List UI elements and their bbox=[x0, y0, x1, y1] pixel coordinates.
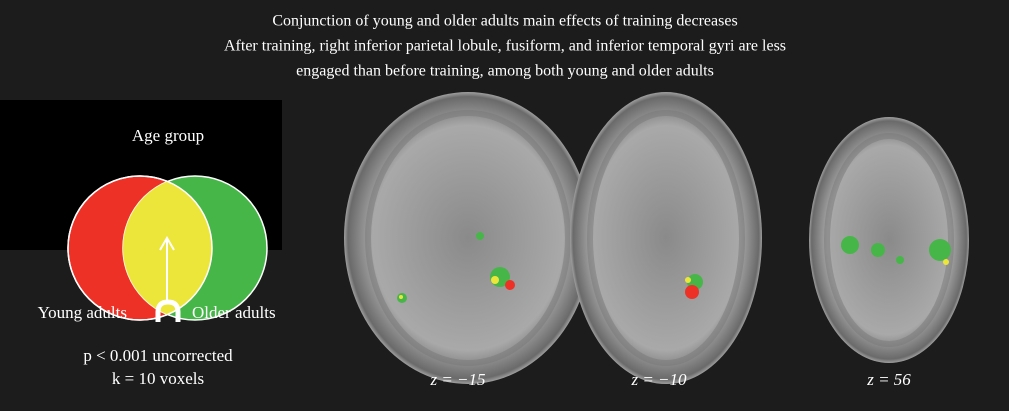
threshold: p < 0.001 uncorrected bbox=[83, 346, 233, 365]
brain-slice bbox=[570, 92, 762, 384]
intersection-symbol bbox=[155, 299, 181, 322]
older-label: Older adults bbox=[192, 303, 276, 322]
legend-heading: Age group bbox=[132, 126, 204, 145]
venn-overlap bbox=[123, 176, 212, 320]
slice-label: z = −10 bbox=[630, 370, 687, 389]
young-label: Young adults bbox=[38, 303, 127, 322]
brain-slice bbox=[344, 92, 592, 384]
brain-slice bbox=[809, 117, 969, 363]
slice-label: z = −15 bbox=[429, 370, 485, 389]
venn-outline bbox=[67, 175, 213, 321]
arrow-head bbox=[159, 236, 175, 251]
title-line: engaged than before training, among both… bbox=[296, 63, 714, 80]
title-line: Conjunction of young and older adults ma… bbox=[272, 13, 737, 30]
slice-label: z = 56 bbox=[866, 370, 911, 389]
title-line: After training, right inferior parietal … bbox=[224, 38, 786, 55]
cluster-size: k = 10 voxels bbox=[112, 369, 204, 388]
